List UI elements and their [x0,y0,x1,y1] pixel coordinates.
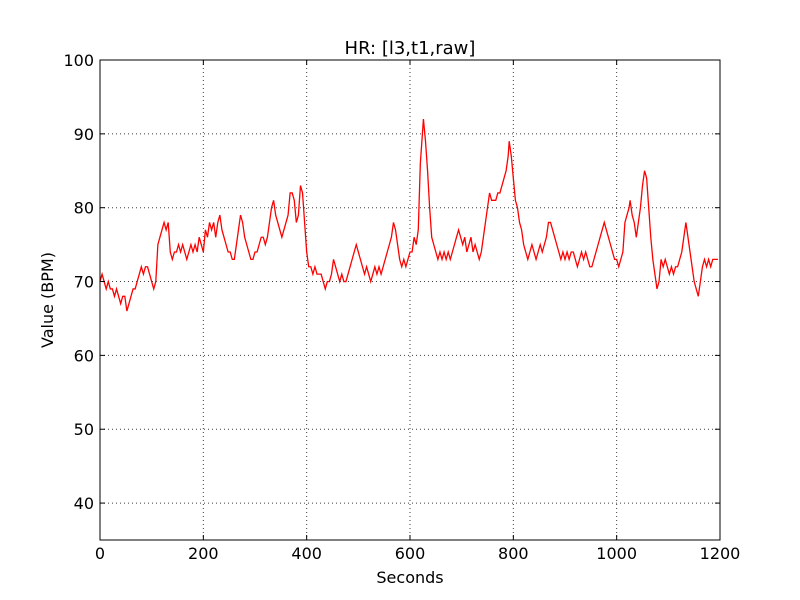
series-line-0 [99,119,718,312]
x-axis-label: Seconds [376,568,443,587]
y-axis: 40 50 60 70 80 90 100 [63,51,720,513]
y-tick-label: 70 [74,273,94,292]
x-tick-label: 0 [95,544,105,563]
y-tick-label: 100 [63,51,94,70]
x-tick-label: 600 [395,544,426,563]
series-layer [99,119,718,312]
grid [100,60,720,540]
y-tick-label: 60 [74,346,94,365]
chart-title: HR: [l3,t1,raw] [345,38,476,59]
y-axis-label: Value (BPM) [38,252,57,348]
x-tick-label: 200 [188,544,219,563]
y-tick-label: 40 [74,494,94,513]
y-tick-label: 90 [74,125,94,144]
x-tick-label: 400 [291,544,322,563]
y-tick-label: 80 [74,199,94,218]
x-tick-label: 800 [498,544,529,563]
x-tick-label: 1000 [596,544,637,563]
y-tick-label: 50 [74,420,94,439]
x-tick-label: 1200 [700,544,741,563]
x-axis: 0 200 400 600 800 1000 1200 [95,60,740,563]
